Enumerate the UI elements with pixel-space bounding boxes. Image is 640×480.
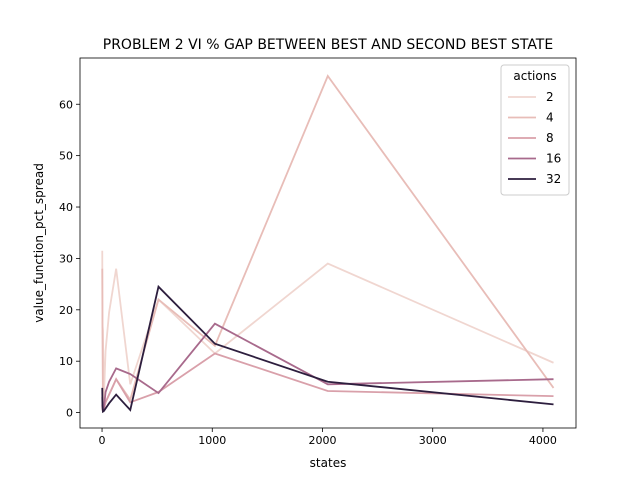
legend-label-2: 2: [546, 90, 554, 104]
y-tick-label: 10: [59, 355, 73, 368]
legend-entries: 2 4 8 16 32: [508, 90, 561, 186]
x-axis: 0 1000 2000 3000 4000: [99, 428, 557, 447]
series-line-32: [101, 284, 554, 414]
x-tick-label: 3000: [419, 434, 447, 447]
x-tick-label: 2000: [308, 434, 336, 447]
y-axis-label: value_function_pct_spread: [32, 163, 46, 323]
y-tick-label: 0: [66, 407, 73, 420]
y-tick-label: 60: [59, 98, 73, 111]
legend-label-4: 4: [546, 111, 554, 125]
legend-label-8: 8: [546, 131, 554, 145]
series-lines: [101, 74, 555, 414]
x-tick-label: 0: [99, 434, 106, 447]
series-line-4: [101, 74, 555, 408]
legend-label-16: 16: [546, 152, 561, 166]
y-tick-label: 40: [59, 201, 73, 214]
series-line-2: [101, 250, 554, 400]
y-tick-label: 20: [59, 304, 73, 317]
legend: actions 2 4 8 16 32: [500, 64, 570, 196]
legend-label-32: 32: [546, 172, 561, 186]
chart-title: PROBLEM 2 VI % GAP BETWEEN BEST AND SECO…: [103, 37, 553, 53]
plot-area: [79, 57, 577, 429]
y-tick-label: 50: [59, 150, 73, 163]
y-axis: 0 10 20 30 40 50 60: [59, 98, 80, 420]
x-tick-label: 1000: [198, 434, 226, 447]
y-tick-label: 30: [59, 252, 73, 265]
legend-title: actions: [513, 69, 556, 83]
x-tick-label: 4000: [529, 434, 557, 447]
x-axis-label: states: [310, 456, 347, 470]
